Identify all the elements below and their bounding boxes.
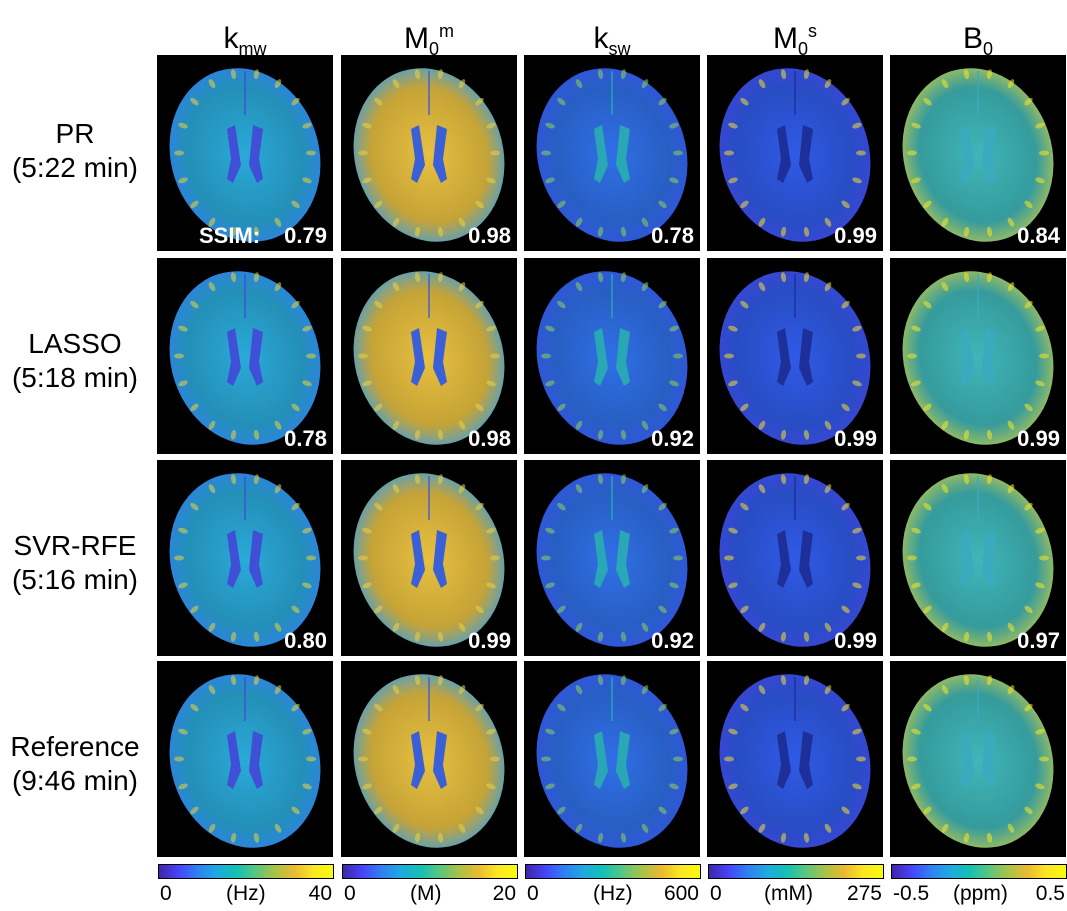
column-header-m0s: M0s <box>772 21 817 59</box>
column-header-b0: B0 <box>962 22 994 59</box>
row-time: (5:18 min) <box>11 362 139 393</box>
brain-map-image <box>902 473 1054 647</box>
row-label-svr-rfe: SVR-RFE (5:16 min) <box>0 529 150 597</box>
brain-map-image <box>536 473 688 647</box>
brain-map-image <box>353 473 505 647</box>
colorbar-ksw <box>525 864 701 879</box>
brain-map-image <box>719 674 871 848</box>
brain-map-image <box>719 271 871 445</box>
colorbar-labels-m0s: 0 (mM) 275 <box>708 880 884 908</box>
colorbar-labels-kmw: 0 (Hz) 40 <box>158 880 334 908</box>
ssim-value: 0.78 <box>284 426 327 451</box>
column-header-ksw: ksw <box>593 22 631 59</box>
brain-map-image <box>169 68 321 242</box>
colorbar-m0s <box>708 864 884 879</box>
map-tile-m0s: 0.99 <box>707 460 883 656</box>
map-tile-b0: 0.97 <box>890 460 1066 656</box>
map-tile-ksw: 0.78 <box>524 55 700 251</box>
colorbar-unit: (ppm) <box>953 882 1008 905</box>
map-tile-m0m: 0.98 <box>341 55 517 251</box>
colorbar-min: 0 <box>527 882 539 905</box>
ssim-value: 0.99 <box>1017 426 1060 451</box>
brain-map-image <box>902 68 1054 242</box>
ssim-value: 0.92 <box>651 426 694 451</box>
brain-map-image <box>169 674 321 848</box>
row-name: LASSO <box>28 328 122 359</box>
map-tile-ksw: 0.92 <box>524 258 700 454</box>
colorbar-labels-m0m: 0 (M) 20 <box>342 880 518 908</box>
row-name: Reference <box>10 731 140 762</box>
ssim-label: SSIM: <box>199 223 261 248</box>
column-header-m0m: M0m <box>403 21 454 59</box>
brain-map-image <box>719 473 871 647</box>
ssim-value: 0.99 <box>834 223 877 248</box>
map-tile-b0: 0.84 <box>890 55 1066 251</box>
map-tile-b0: 0.99 <box>890 258 1066 454</box>
colorbar-kmw <box>158 864 334 879</box>
column-header-kmw: kmw <box>223 22 267 59</box>
ssim-value: 0.99 <box>834 426 877 451</box>
map-tile-kmw <box>157 661 333 857</box>
ssim-value: 0.98 <box>468 223 511 248</box>
ssim-value: 0.80 <box>284 628 327 653</box>
map-tile-m0m: 0.99 <box>341 460 517 656</box>
map-tile-b0 <box>890 661 1066 857</box>
brain-map-image <box>719 68 871 242</box>
colorbar-unit: (mM) <box>764 882 813 905</box>
colorbar-min: 0 <box>344 882 356 905</box>
brain-map-image <box>536 271 688 445</box>
brain-map-image <box>353 674 505 848</box>
colorbar-min: 0 <box>710 882 722 905</box>
colorbar-max: 275 <box>846 882 882 905</box>
brain-map-image <box>902 674 1054 848</box>
ssim-value: 0.84 <box>1017 223 1060 248</box>
map-tile-m0m: 0.98 <box>341 258 517 454</box>
row-time: (5:22 min) <box>11 152 139 183</box>
row-name: SVR-RFE <box>13 530 137 561</box>
ssim-value: 0.78 <box>651 223 694 248</box>
colorbar-min: -0.5 <box>893 882 930 905</box>
ssim-value: 0.98 <box>468 426 511 451</box>
map-tile-kmw: 0.78 <box>157 258 333 454</box>
brain-map-image <box>353 68 505 242</box>
brain-map-image <box>353 271 505 445</box>
map-tile-ksw <box>524 661 700 857</box>
map-tile-m0s: 0.99 <box>707 55 883 251</box>
ssim-value: 0.79 <box>284 223 327 248</box>
brain-map-image <box>169 271 321 445</box>
colorbar-max: 20 <box>492 882 516 905</box>
map-tile-kmw: 0.80 <box>157 460 333 656</box>
row-name: PR <box>55 118 95 149</box>
colorbar-m0m <box>342 864 518 879</box>
colorbar-b0 <box>891 864 1067 879</box>
row-label-reference: Reference (9:46 min) <box>0 730 150 798</box>
row-label-pr: PR (5:22 min) <box>0 117 150 185</box>
ssim-value: 0.97 <box>1017 628 1060 653</box>
brain-map-image <box>536 68 688 242</box>
map-tile-ksw: 0.92 <box>524 460 700 656</box>
map-tile-m0m <box>341 661 517 857</box>
colorbar-max: 40 <box>308 882 332 905</box>
ssim-value: 0.99 <box>468 628 511 653</box>
colorbar-unit: (Hz) <box>226 882 266 905</box>
colorbar-labels-b0: -0.5 (ppm) 0.5 <box>891 880 1067 908</box>
row-time: (5:16 min) <box>11 564 139 595</box>
brain-map-image <box>536 674 688 848</box>
colorbar-unit: (Hz) <box>593 882 633 905</box>
brain-map-image <box>169 473 321 647</box>
ssim-value: 0.92 <box>651 628 694 653</box>
row-time: (9:46 min) <box>11 765 139 796</box>
map-tile-kmw: 0.79 SSIM: <box>157 55 333 251</box>
colorbar-labels-ksw: 0 (Hz) 600 <box>525 880 701 908</box>
map-tile-m0s <box>707 661 883 857</box>
colorbar-max: 600 <box>663 882 699 905</box>
colorbar-max: 0.5 <box>1035 882 1065 905</box>
colorbar-min: 0 <box>160 882 172 905</box>
map-tile-m0s: 0.99 <box>707 258 883 454</box>
ssim-value: 0.99 <box>834 628 877 653</box>
row-label-lasso: LASSO (5:18 min) <box>0 327 150 395</box>
brain-map-image <box>902 271 1054 445</box>
colorbar-unit: (M) <box>410 882 442 905</box>
